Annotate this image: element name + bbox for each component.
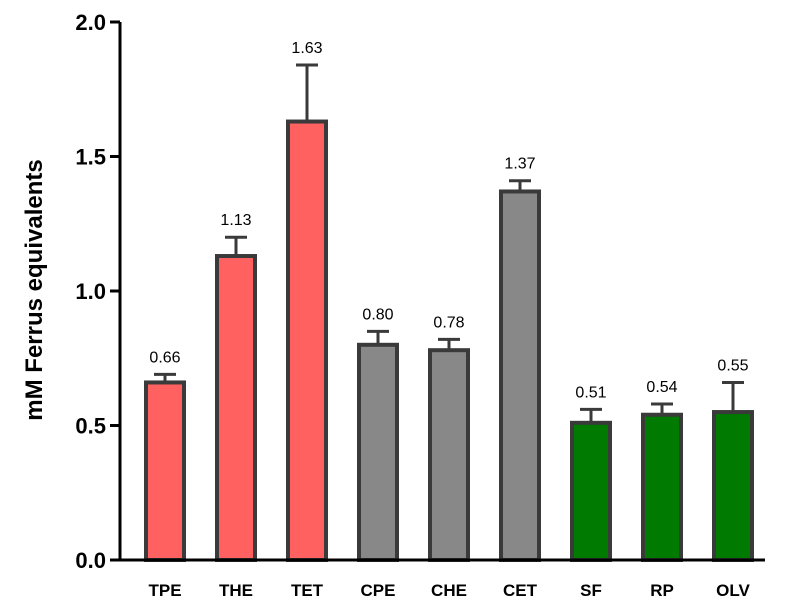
y-tick-label: 2.0	[75, 10, 106, 35]
y-axis-title: mM Ferrus equivalents	[21, 159, 48, 420]
data-label: 1.13	[220, 212, 251, 229]
x-tick-label: RP	[650, 581, 674, 600]
x-tick-label: THE	[219, 581, 253, 600]
bar-tet	[286, 119, 328, 562]
bar-the	[215, 254, 257, 562]
value-labels-group: 0.66 1.13 1.63 0.80 0.78 1.37 0.51 0.54 0.55	[149, 40, 748, 401]
x-tick-label: TPE	[148, 581, 181, 600]
y-tick-label: 0.5	[75, 414, 106, 439]
y-tick-label: 1.5	[75, 145, 106, 170]
x-tick-label: CHE	[431, 581, 467, 600]
data-label: 0.66	[149, 349, 180, 366]
x-tick-label: TET	[291, 581, 324, 600]
y-tick-label: 1.0	[75, 279, 106, 304]
x-tick-label: OLV	[716, 581, 750, 600]
data-label: 0.78	[433, 314, 464, 331]
bar-cpe	[357, 342, 399, 562]
y-tick-label: 0.0	[75, 548, 106, 573]
data-label: 0.80	[362, 306, 393, 323]
data-label: 1.37	[504, 156, 535, 173]
x-labels-group: TPE THE TET CPE CHE CET SF RP OLV	[148, 581, 750, 600]
data-label: 1.63	[291, 40, 322, 57]
data-label: 0.51	[575, 384, 606, 401]
bar-tpe	[144, 380, 186, 562]
error-bars-group	[154, 63, 744, 423]
bar-olv	[712, 410, 754, 562]
bar-rp	[641, 412, 683, 562]
y-ticks-group: 0.0 0.5 1.0 1.5 2.0	[75, 10, 120, 573]
data-label: 0.54	[646, 379, 677, 396]
data-label: 0.55	[717, 357, 748, 374]
x-tick-label: SF	[580, 581, 602, 600]
bar-cet	[499, 189, 541, 562]
bar-sf	[570, 420, 612, 562]
x-tick-label: CET	[503, 581, 538, 600]
bar-che	[428, 348, 470, 562]
x-tick-label: CPE	[361, 581, 396, 600]
